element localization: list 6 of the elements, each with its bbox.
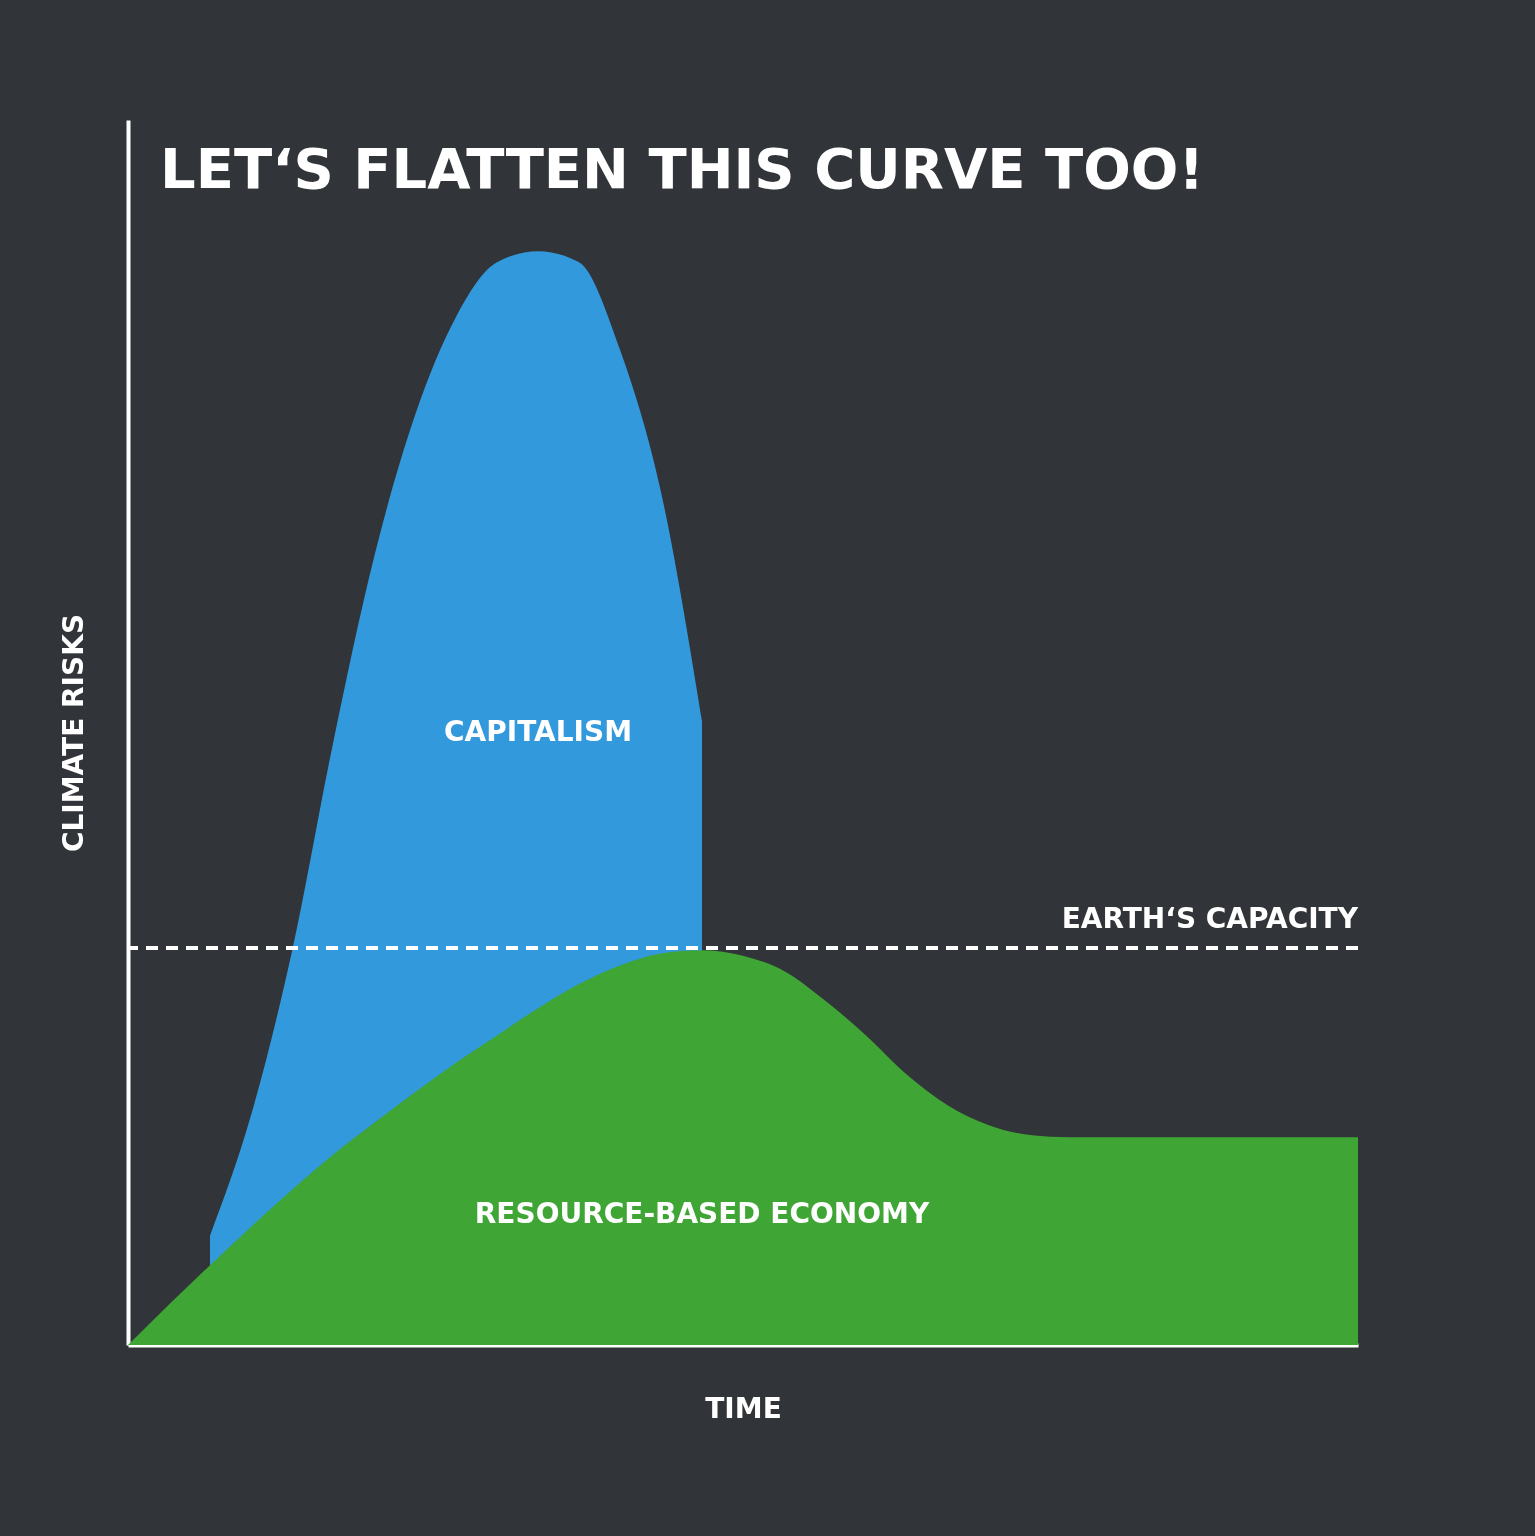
y-axis-title: CLIMATE RISKS	[56, 613, 90, 853]
series-label: RESOURCE-BASED ECONOMY	[474, 1196, 930, 1230]
x-axis-title: TIME	[705, 1391, 782, 1425]
chart-title: LET‘S FLATTEN THIS CURVE TOO!	[160, 136, 1204, 201]
ref-line-label: EARTH‘S CAPACITY	[1061, 901, 1359, 935]
series-label: CAPITALISM	[443, 714, 633, 748]
